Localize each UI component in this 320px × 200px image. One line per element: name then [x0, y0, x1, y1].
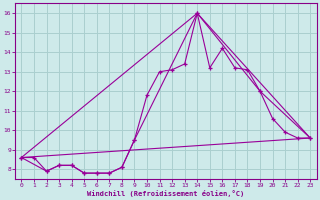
- X-axis label: Windchill (Refroidissement éolien,°C): Windchill (Refroidissement éolien,°C): [87, 190, 244, 197]
